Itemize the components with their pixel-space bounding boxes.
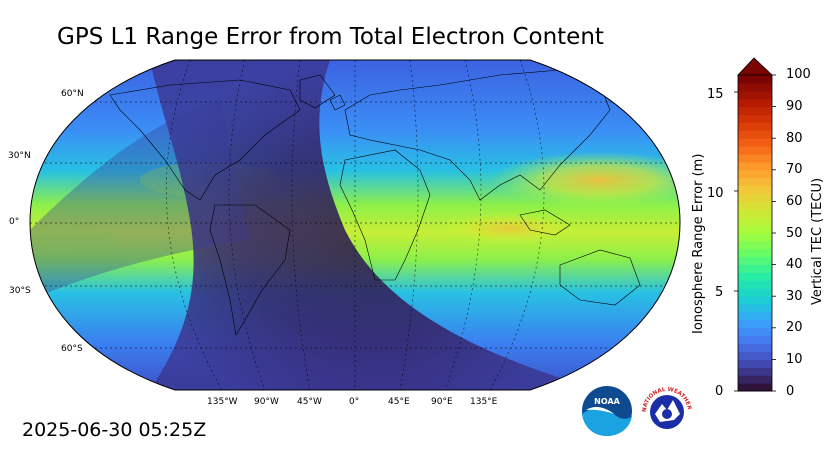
tec-tick: 10 [786,352,803,367]
tec-axis-title: Vertical TEC (TECU) [810,177,825,305]
colorbar-segment [738,351,772,360]
lon-label-135w: 135°W [207,397,238,407]
range-error-tick: 5 [715,285,724,300]
colorbar-segment [738,138,772,147]
colorbar-segment [738,177,772,187]
colorbar-segment [738,122,772,131]
colorbar-segment [738,304,772,313]
colorbar-segment [738,335,772,345]
lon-label-0: 0° [349,397,360,407]
lat-label-60n: 60°N [61,89,84,99]
colorbar-segment [738,217,772,226]
lat-label-30s: 30°S [9,286,31,296]
colorbar-segment [738,106,772,115]
lon-label-45w: 45°W [297,397,322,407]
colorbar-segment [738,114,772,123]
lon-label-135e: 135°E [470,397,498,407]
lon-label-90e: 90°E [431,397,453,407]
colorbar-segment [738,209,772,218]
tec-tick: 70 [786,162,803,177]
lat-label-30n: 30°N [8,151,31,161]
range-error-tick: 15 [707,87,724,102]
chart-title: GPS L1 Range Error from Total Electron C… [57,24,604,50]
colorbar-segment [738,161,772,171]
colorbar-segment [738,225,772,234]
tec-tick: 80 [786,131,803,146]
colorbar-segment [738,248,772,258]
colorbar-extend-arrow [737,57,774,76]
tec-tick: 100 [786,67,811,82]
colorbar-segment [738,154,772,163]
colorbar-segment [738,383,772,392]
colorbar-segment [738,312,772,321]
tec-tick: 20 [786,320,803,335]
colorbar-segment [738,98,772,108]
colorbar-segment [738,327,772,337]
tec-tick: 50 [786,226,803,241]
lon-label-90w: 90°W [254,397,279,407]
colorbar-segment [738,146,772,155]
colorbar-segment [738,90,772,100]
colorbar-segment [738,185,772,194]
colorbar-segment [738,288,772,297]
tec-tick: 40 [786,257,803,272]
colorbar-segment [738,193,772,202]
tec-tick: 90 [786,99,803,114]
colorbar-segment [738,201,772,210]
range-error-tick: 10 [707,186,724,201]
range-error-tick: 0 [715,384,724,399]
colorbar-segment [738,75,772,84]
graticule [30,60,680,390]
timestamp: 2025-06-30 05:25Z [22,419,207,441]
colorbar-segment [738,296,772,305]
colorbar-segment [738,319,772,329]
lon-label-45e: 45°E [388,397,410,407]
tec-tick: 0 [786,384,795,399]
nws-logo: NATIONAL WEATHER SERVICE [640,384,693,438]
colorbar-segment [738,256,772,266]
range-error-axis-title: Ionosphere Range Error (m) [691,153,706,334]
colorbar-segment [738,367,772,376]
colorbar [734,57,776,392]
tec-tick: 60 [786,194,803,209]
globe-outline [29,59,681,391]
colorbar-segment [738,264,772,273]
coastlines [109,69,641,336]
svg-text:NOAA: NOAA [594,397,620,406]
colorbar-segment [738,280,772,289]
colorbar-segment [738,272,772,281]
colorbar-segment [738,169,772,179]
colorbar-segment [738,233,772,242]
lat-label-0: 0° [9,217,20,227]
colorbar-segment [738,359,772,368]
lat-label-60s: 60°S [61,344,83,354]
colorbar-segment [738,240,772,250]
noaa-logo: NOAA [580,384,634,438]
colorbar-segment [738,343,772,352]
colorbar-segment [738,130,772,139]
colorbar-segment [738,82,772,92]
tec-tick: 30 [786,289,803,304]
colorbar-segment [738,375,772,384]
